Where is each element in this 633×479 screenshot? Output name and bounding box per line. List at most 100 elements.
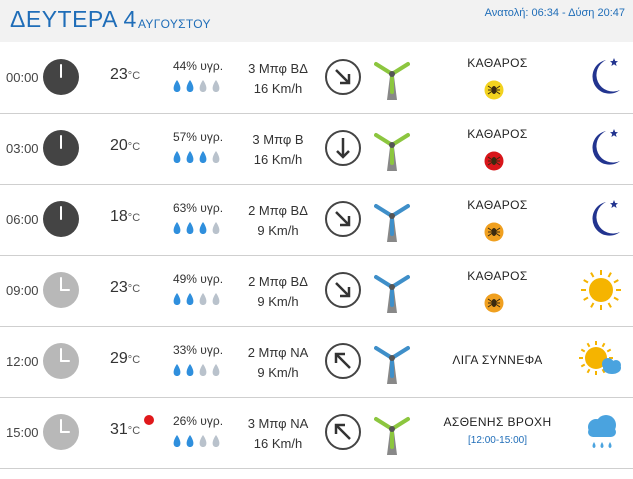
- wind-beaufort: 2 Μπφ ΒΔ: [248, 203, 308, 218]
- precip-time-range: [12:00-15:00]: [468, 435, 527, 446]
- wind-turbine-icon: [374, 204, 410, 242]
- humidity-label: 33% υγρ.: [172, 343, 224, 357]
- wind-turbine-icon: [374, 275, 410, 313]
- humidity-label: 63% υγρ.: [172, 201, 224, 215]
- forecast-row: 06:00 18°C 63% υγρ. 2 Μπφ ΒΔ 9 Km/h ΚΑΘΑΡΟΣ: [0, 184, 633, 256]
- wind-turbine-icon: [374, 133, 410, 171]
- condition-label: ΚΑΘΑΡΟΣ: [467, 269, 528, 283]
- condition-label: ΑΣΘΕΝΗΣ ΒΡΟΧΗ: [443, 415, 552, 429]
- moon-icon: [592, 58, 620, 94]
- month-label: ΑΥΓΟΥΣΤΟΥ: [138, 17, 211, 31]
- humidity-drops-icon: [173, 80, 220, 92]
- moon-icon: [592, 200, 620, 236]
- wind-beaufort: 3 Μπφ ΝΑ: [247, 416, 309, 431]
- temperature-value: 18: [110, 208, 128, 225]
- condition-label: ΛΙΓΑ ΣΥΝΝΕΦΑ: [452, 353, 543, 367]
- temperature: 23°C: [110, 279, 140, 297]
- time-label: 03:00: [6, 141, 39, 156]
- wind-beaufort: 2 Μπφ ΝΑ: [247, 345, 309, 360]
- temperature-unit: °C: [127, 425, 141, 437]
- temperature: 20°C: [110, 137, 140, 155]
- alert-dot-icon: [144, 415, 154, 425]
- condition-label: ΚΑΘΑΡΟΣ: [467, 56, 528, 70]
- temperature: 29°C: [110, 350, 140, 368]
- clock-night-icon: [43, 130, 79, 166]
- mosquito-icon: [484, 293, 504, 313]
- humidity-drops-icon: [173, 435, 220, 447]
- temperature: 23°C: [110, 66, 140, 84]
- day-header: ΔΕΥΤΕΡΑ 4 ΑΥΓΟΥΣΤΟΥ Ανατολή: 06:34 - Δύσ…: [0, 0, 633, 42]
- arrow-southeast-icon: [325, 59, 361, 95]
- temperature-value: 29: [110, 350, 128, 367]
- humidity-label: 57% υγρ.: [172, 130, 224, 144]
- arrow-northwest-icon: [325, 414, 361, 450]
- arrow-northwest-icon: [325, 343, 361, 379]
- clock-day-icon: [43, 272, 79, 308]
- wind-speed: 16 Km/h: [253, 81, 303, 96]
- temperature-unit: °C: [127, 212, 141, 224]
- arrow-south-icon: [325, 130, 361, 166]
- wind-info: 2 Μπφ ΝΑ 9 Km/h: [238, 343, 318, 383]
- wind-speed: 16 Km/h: [253, 152, 303, 167]
- forecast-row: 00:00 23°C 44% υγρ. 3 Μπφ ΒΔ 16 Km/h ΚΑΘΑΡΟΣ: [0, 42, 633, 114]
- arrow-southeast-icon: [325, 272, 361, 308]
- wind-speed: 9 Km/h: [257, 223, 299, 238]
- temperature-value: 31: [110, 421, 128, 438]
- wind-speed: 16 Km/h: [253, 436, 303, 451]
- sun-icon: [581, 270, 621, 310]
- condition-label: ΚΑΘΑΡΟΣ: [467, 127, 528, 141]
- time-label: 06:00: [6, 212, 39, 227]
- wind-info: 3 Μπφ ΝΑ 16 Km/h: [238, 414, 318, 454]
- humidity-drops-icon: [173, 222, 220, 234]
- wind-info: 2 Μπφ ΒΔ 9 Km/h: [238, 201, 318, 241]
- condition-label: ΚΑΘΑΡΟΣ: [467, 198, 528, 212]
- moon-icon: [592, 129, 620, 165]
- forecast-row: 03:00 20°C 57% υγρ. 3 Μπφ Β 16 Km/h ΚΑΘΑΡΟΣ: [0, 113, 633, 185]
- humidity-drops-icon: [173, 293, 220, 305]
- humidity-label: 49% υγρ.: [172, 272, 224, 286]
- temperature-value: 23: [110, 279, 128, 296]
- temperature: 31°C: [110, 421, 140, 439]
- time-label: 15:00: [6, 425, 39, 440]
- mosquito-icon: [484, 151, 504, 171]
- forecast-row: 15:00 31°C 26% υγρ. 3 Μπφ ΝΑ 16 Km/h ΑΣΘΕΝΗΣ …: [0, 397, 633, 469]
- wind-speed: 9 Km/h: [257, 294, 299, 309]
- forecast-row: 09:00 23°C 49% υγρ. 2 Μπφ ΒΔ 9 Km/h ΚΑΘΑΡΟΣ: [0, 255, 633, 327]
- clock-night-icon: [43, 201, 79, 237]
- wind-beaufort: 3 Μπφ Β: [252, 132, 304, 147]
- wind-info: 3 Μπφ Β 16 Km/h: [238, 130, 318, 170]
- temperature-unit: °C: [127, 70, 141, 82]
- temperature-unit: °C: [127, 141, 141, 153]
- clock-night-icon: [43, 59, 79, 95]
- wind-turbine-icon: [374, 62, 410, 100]
- day-title: ΔΕΥΤΕΡΑ 4: [10, 6, 137, 32]
- clock-day-icon: [43, 343, 79, 379]
- sun-cloud-icon: [579, 341, 621, 375]
- arrow-southeast-icon: [325, 201, 361, 237]
- humidity-drops-icon: [173, 151, 220, 163]
- humidity-drops-icon: [173, 364, 220, 376]
- humidity-label: 26% υγρ.: [172, 414, 224, 428]
- temperature-unit: °C: [127, 283, 141, 295]
- sunrise-sunset: Ανατολή: 06:34 - Δύση 20:47: [484, 7, 625, 19]
- mosquito-icon: [484, 222, 504, 242]
- temperature-value: 20: [110, 137, 128, 154]
- temperature-unit: °C: [127, 354, 141, 366]
- wind-beaufort: 2 Μπφ ΒΔ: [248, 274, 308, 289]
- time-label: 12:00: [6, 354, 39, 369]
- rain-cloud-icon: [588, 415, 616, 448]
- clock-day-icon: [43, 414, 79, 450]
- wind-info: 2 Μπφ ΒΔ 9 Km/h: [238, 272, 318, 312]
- wind-speed: 9 Km/h: [257, 365, 299, 380]
- wind-turbine-icon: [374, 417, 410, 455]
- mosquito-icon: [484, 80, 504, 100]
- temperature: 18°C: [110, 208, 140, 226]
- wind-info: 3 Μπφ ΒΔ 16 Km/h: [238, 59, 318, 99]
- time-label: 00:00: [6, 70, 39, 85]
- wind-turbine-icon: [374, 346, 410, 384]
- wind-beaufort: 3 Μπφ ΒΔ: [248, 61, 308, 76]
- forecast-row: 12:00 29°C 33% υγρ. 2 Μπφ ΝΑ 9 Km/h ΛΙΓΑ ΣΥΝΝ…: [0, 326, 633, 398]
- temperature-value: 23: [110, 66, 128, 83]
- humidity-label: 44% υγρ.: [172, 59, 224, 73]
- time-label: 09:00: [6, 283, 39, 298]
